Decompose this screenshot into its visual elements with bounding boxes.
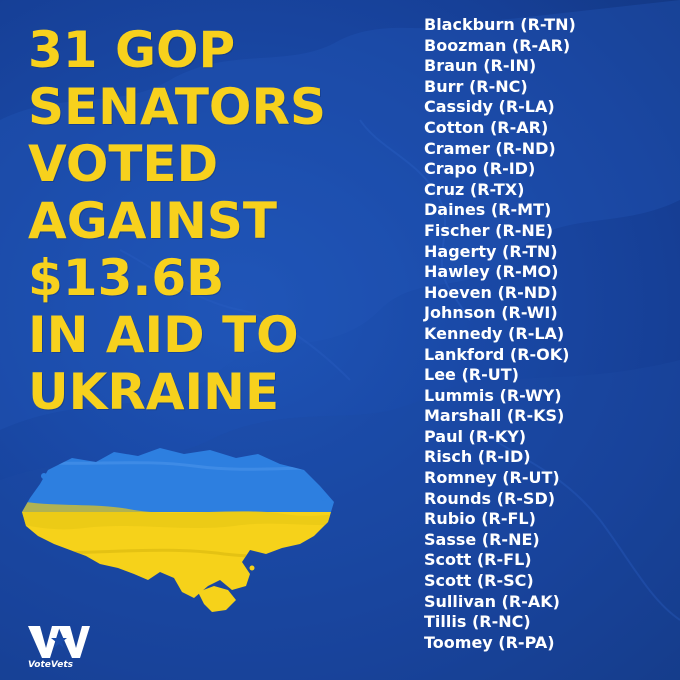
senator-item: Romney (R-UT) bbox=[424, 468, 560, 488]
senator-item: Rubio (R-FL) bbox=[424, 509, 536, 529]
senator-item: Cruz (R-TX) bbox=[424, 179, 525, 199]
senator-item: Risch (R-ID) bbox=[424, 447, 531, 467]
senator-item: Scott (R-SC) bbox=[424, 571, 534, 591]
votevets-logo bbox=[28, 626, 90, 658]
senator-item: Cramer (R-ND) bbox=[424, 138, 556, 158]
headline-line-3: VOTED bbox=[28, 135, 219, 193]
senator-item: Cotton (R-AR) bbox=[424, 117, 549, 137]
senator-item: Cassidy (R-LA) bbox=[424, 97, 555, 117]
senator-item: Tillis (R-NC) bbox=[424, 612, 531, 632]
headline-line-2: SENATORS bbox=[28, 78, 326, 136]
senator-item: Hawley (R-MO) bbox=[424, 262, 559, 282]
headline-line-4: AGAINST bbox=[28, 192, 277, 250]
senator-item: Crapo (R-ID) bbox=[424, 159, 536, 179]
senator-item: Burr (R-NC) bbox=[424, 76, 528, 96]
senator-item: Rounds (R-SD) bbox=[424, 488, 556, 508]
senator-item: Johnson (R-WI) bbox=[424, 303, 558, 323]
senator-item: Toomey (R-PA) bbox=[424, 632, 555, 652]
senator-item: Lee (R-UT) bbox=[424, 365, 519, 385]
senator-item: Braun (R-IN) bbox=[424, 56, 537, 76]
senator-item: Lummis (R-WY) bbox=[424, 385, 562, 405]
senator-item: Lankford (R-OK) bbox=[424, 344, 570, 364]
senator-item: Hoeven (R-ND) bbox=[424, 282, 558, 302]
senator-item: Fischer (R-NE) bbox=[424, 220, 554, 240]
senator-item: Daines (R-MT) bbox=[424, 200, 552, 220]
senator-item: Kennedy (R-LA) bbox=[424, 323, 565, 343]
headline-line-1: 31 GOP bbox=[28, 21, 236, 79]
senator-item: Sasse (R-NE) bbox=[424, 529, 540, 549]
headline: 31 GOP SENATORS VOTED AGAINST $13.6B IN … bbox=[28, 22, 326, 421]
senator-item: Scott (R-FL) bbox=[424, 550, 532, 570]
senator-item: Hagerty (R-TN) bbox=[424, 241, 558, 261]
votevets-logo-text: VoteVets bbox=[28, 660, 73, 670]
senator-item: Paul (R-KY) bbox=[424, 426, 527, 446]
headline-line-7: UKRAINE bbox=[28, 363, 280, 421]
headline-line-5: $13.6B bbox=[28, 249, 225, 307]
ukraine-flag-map bbox=[22, 448, 334, 612]
senator-item: Marshall (R-KS) bbox=[424, 406, 565, 426]
headline-line-6: IN AID TO bbox=[28, 306, 299, 364]
senator-item: Sullivan (R-AK) bbox=[424, 591, 560, 611]
senator-item: Boozman (R-AR) bbox=[424, 35, 571, 55]
senator-list: Blackburn (R-TN) Boozman (R-AR) Braun (R… bbox=[424, 15, 576, 653]
senator-item: Blackburn (R-TN) bbox=[424, 15, 576, 34]
